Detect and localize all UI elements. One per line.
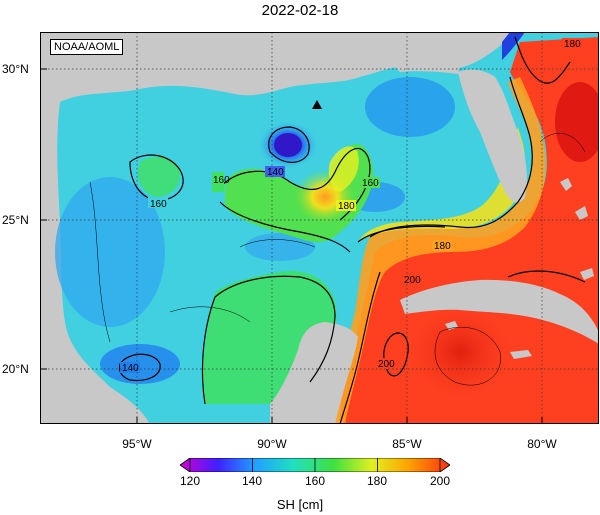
svg-text:160: 160 bbox=[213, 175, 230, 186]
station-marker-triangle bbox=[312, 100, 322, 109]
florida-coast bbox=[390, 59, 460, 74]
lon-label-95w: 95°W bbox=[122, 437, 152, 451]
colorbar-tick-140: 140 bbox=[241, 474, 263, 488]
gridlines bbox=[40, 32, 599, 424]
colorbar bbox=[179, 457, 451, 473]
colorbar-tick-120: 120 bbox=[179, 474, 201, 488]
lon-label-90w: 90°W bbox=[257, 437, 287, 451]
svg-text:180: 180 bbox=[564, 39, 581, 50]
colorbar-tick-180: 180 bbox=[366, 474, 388, 488]
svg-text:200: 200 bbox=[378, 359, 395, 370]
bahamas-land bbox=[560, 178, 594, 280]
colorbar-tick-200: 200 bbox=[429, 474, 451, 488]
svg-text:140: 140 bbox=[122, 363, 139, 374]
credit-label: NOAA/AOML bbox=[50, 39, 124, 55]
colorbar-tick-160: 160 bbox=[304, 474, 326, 488]
svg-text:180: 180 bbox=[434, 241, 451, 252]
lat-label-20n: 20°N bbox=[2, 362, 29, 376]
colorbar-label: SH [cm] bbox=[276, 497, 324, 512]
svg-text:180: 180 bbox=[338, 201, 355, 212]
lat-label-30n: 30°N bbox=[2, 62, 29, 76]
map-title: 2022-02-18 bbox=[261, 2, 339, 19]
svg-text:160: 160 bbox=[150, 199, 167, 210]
sea-height-map: 180 160 160 140 160 180 180 200 200 140 bbox=[40, 32, 599, 424]
contour-labels: 180 160 160 140 160 180 180 200 200 140 bbox=[120, 38, 582, 374]
island-of-youth bbox=[445, 321, 458, 330]
svg-text:200: 200 bbox=[404, 275, 421, 286]
jamaica-island bbox=[510, 350, 532, 359]
lat-label-25n: 25°N bbox=[2, 213, 29, 227]
yucatan-peninsula bbox=[270, 322, 358, 424]
cuba-island bbox=[400, 279, 599, 344]
lon-label-85w: 85°W bbox=[392, 437, 422, 451]
lon-label-80w: 80°W bbox=[527, 437, 557, 451]
svg-text:160: 160 bbox=[362, 178, 379, 189]
florida-peninsula bbox=[458, 69, 528, 203]
svg-text:140: 140 bbox=[267, 167, 284, 178]
